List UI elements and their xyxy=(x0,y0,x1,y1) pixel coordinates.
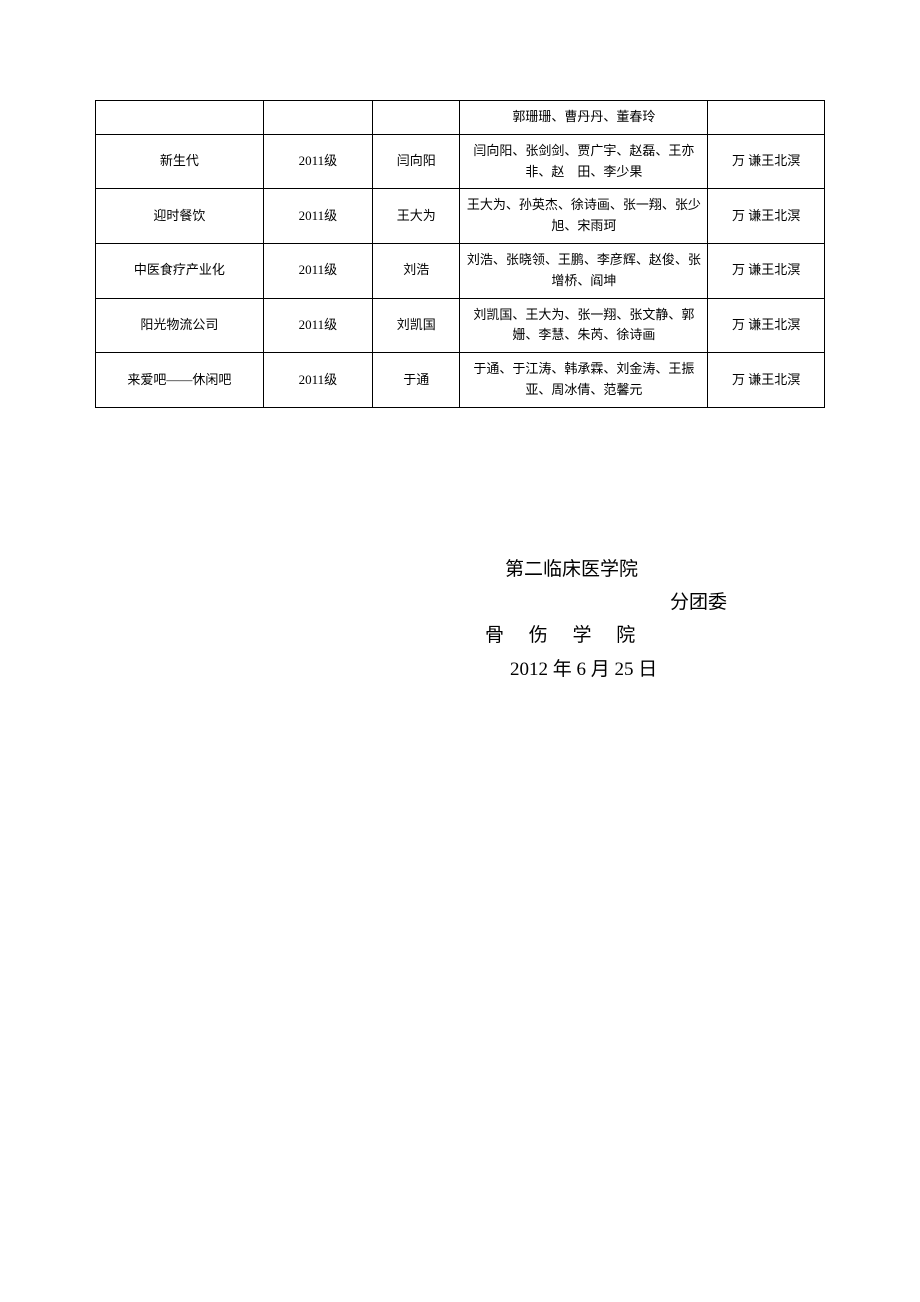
signature-block: 第二临床医学院 分团委 骨 伤 学 院 2012 年 6 月 25 日 xyxy=(485,553,825,686)
cell-advisor: 万 谦王北溟 xyxy=(708,243,825,298)
cell-members: 于通、于江涛、韩承霖、刘金涛、王振亚、周冰倩、范馨元 xyxy=(460,353,708,408)
signature-org2: 骨 伤 学 院 xyxy=(485,619,825,652)
cell-advisor: 万 谦王北溟 xyxy=(708,134,825,189)
cell-leader xyxy=(373,101,460,135)
cell-grade: 2011级 xyxy=(263,243,372,298)
data-table: 郭珊珊、曹丹丹、董春玲 新生代 2011级 闫向阳 闫向阳、张剑剑、贾广宇、赵磊… xyxy=(95,100,825,408)
cell-members: 郭珊珊、曹丹丹、董春玲 xyxy=(460,101,708,135)
cell-project: 阳光物流公司 xyxy=(96,298,264,353)
cell-grade: 2011级 xyxy=(263,298,372,353)
cell-leader: 闫向阳 xyxy=(373,134,460,189)
table-row: 新生代 2011级 闫向阳 闫向阳、张剑剑、贾广宇、赵磊、王亦非、赵 田、李少果… xyxy=(96,134,825,189)
cell-project: 中医食疗产业化 xyxy=(96,243,264,298)
cell-project xyxy=(96,101,264,135)
cell-leader: 王大为 xyxy=(373,189,460,244)
cell-grade: 2011级 xyxy=(263,189,372,244)
table-row: 来爱吧——休闲吧 2011级 于通 于通、于江涛、韩承霖、刘金涛、王振亚、周冰倩… xyxy=(96,353,825,408)
cell-members: 闫向阳、张剑剑、贾广宇、赵磊、王亦非、赵 田、李少果 xyxy=(460,134,708,189)
cell-leader: 于通 xyxy=(373,353,460,408)
cell-advisor xyxy=(708,101,825,135)
cell-project: 来爱吧——休闲吧 xyxy=(96,353,264,408)
cell-project: 新生代 xyxy=(96,134,264,189)
cell-members: 王大为、孙英杰、徐诗画、张一翔、张少旭、宋雨珂 xyxy=(460,189,708,244)
cell-members: 刘浩、张晓领、王鹏、李彦辉、赵俊、张增桥、阎坤 xyxy=(460,243,708,298)
signature-date: 2012 年 6 月 25 日 xyxy=(485,653,825,686)
cell-grade: 2011级 xyxy=(263,353,372,408)
table-row: 中医食疗产业化 2011级 刘浩 刘浩、张晓领、王鹏、李彦辉、赵俊、张增桥、阎坤… xyxy=(96,243,825,298)
cell-grade xyxy=(263,101,372,135)
table-row: 迎时餐饮 2011级 王大为 王大为、孙英杰、徐诗画、张一翔、张少旭、宋雨珂 万… xyxy=(96,189,825,244)
signature-org1: 第二临床医学院 xyxy=(485,553,825,586)
cell-grade: 2011级 xyxy=(263,134,372,189)
cell-advisor: 万 谦王北溟 xyxy=(708,353,825,408)
cell-advisor: 万 谦王北溟 xyxy=(708,189,825,244)
cell-project: 迎时餐饮 xyxy=(96,189,264,244)
table-row: 郭珊珊、曹丹丹、董春玲 xyxy=(96,101,825,135)
cell-leader: 刘凯国 xyxy=(373,298,460,353)
cell-members: 刘凯国、王大为、张一翔、张文静、郭姗、李慧、朱芮、徐诗画 xyxy=(460,298,708,353)
table-row: 阳光物流公司 2011级 刘凯国 刘凯国、王大为、张一翔、张文静、郭姗、李慧、朱… xyxy=(96,298,825,353)
signature-committee: 分团委 xyxy=(485,586,825,619)
cell-leader: 刘浩 xyxy=(373,243,460,298)
cell-advisor: 万 谦王北溟 xyxy=(708,298,825,353)
